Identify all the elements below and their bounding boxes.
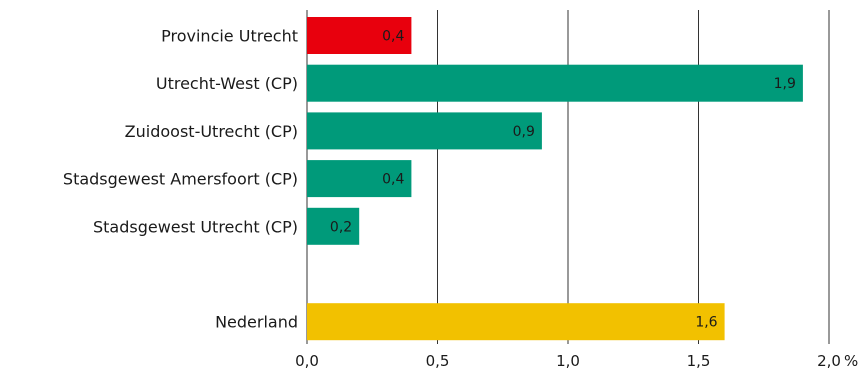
- category-label: Provincie Utrecht: [161, 27, 298, 46]
- x-tick-label: 0,0: [295, 352, 319, 370]
- bar: [307, 17, 412, 54]
- data-label: 0,9: [513, 124, 535, 140]
- category-label: Nederland: [215, 313, 298, 332]
- data-label: 1,6: [695, 315, 717, 331]
- x-tick-label: 2,0: [817, 352, 841, 370]
- x-tick-label: 0,5: [426, 352, 450, 370]
- data-label: 0,2: [330, 219, 352, 235]
- bar: [307, 303, 725, 341]
- bar: [307, 112, 542, 150]
- category-label: Stadsgewest Utrecht (CP): [93, 217, 298, 236]
- x-tick-label: 1,5: [687, 352, 711, 370]
- data-label: 0,4: [382, 172, 404, 188]
- data-label: 1,9: [774, 76, 796, 92]
- x-tick-labels: 0,0 0,5 1,0 1,5 2,0: [295, 352, 841, 370]
- category-labels: Provincie Utrecht Utrecht-West (CP) Zuidoo…: [63, 27, 298, 332]
- category-label: Utrecht-West (CP): [156, 74, 298, 93]
- x-tick-label: 1,0: [556, 352, 580, 370]
- category-label: Stadsgewest Amersfoort (CP): [63, 170, 298, 189]
- x-axis-unit-label: %: [844, 352, 858, 370]
- bars: 0,4 1,9 0,9 0,4 0,2 1,6: [307, 17, 803, 341]
- bar: [307, 64, 803, 102]
- bar: [307, 207, 360, 245]
- data-label: 0,4: [382, 29, 404, 45]
- category-label: Zuidoost-Utrecht (CP): [125, 122, 298, 141]
- bar: [307, 160, 412, 198]
